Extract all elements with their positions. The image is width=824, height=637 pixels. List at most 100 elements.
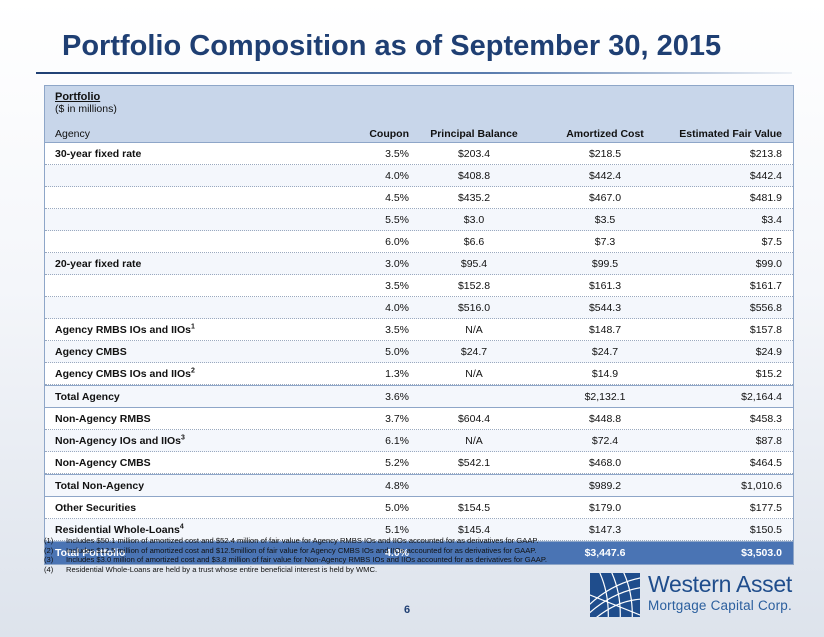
fair-value-cell: $24.9 bbox=[755, 346, 782, 358]
fair-value-cell: $481.9 bbox=[749, 192, 782, 204]
column-header-agency: Agency bbox=[55, 128, 91, 140]
amortized-cost-cell: $72.4 bbox=[591, 435, 619, 447]
page-title: Portfolio Composition as of September 30… bbox=[62, 30, 722, 62]
coupon-cell: 1.3% bbox=[385, 368, 409, 380]
principal-cell: $3.0 bbox=[463, 214, 485, 226]
fair-value-cell: $15.2 bbox=[755, 368, 782, 380]
row-label: Agency CMBS IOs and IIOs2 bbox=[55, 367, 195, 381]
column-header-amortized: Amortized Cost bbox=[566, 128, 644, 140]
footnote: (1) Includes $50.1 million of amortized c… bbox=[44, 536, 539, 545]
coupon-cell: 3.5% bbox=[385, 324, 409, 336]
table-row: Agency RMBS IOs and IIOs1 3.5% N/A $148.7 $1… bbox=[45, 319, 793, 341]
row-label: 20-year fixed rate bbox=[55, 258, 142, 270]
amortized-cost-cell: $448.8 bbox=[588, 413, 622, 425]
principal-cell: N/A bbox=[465, 324, 483, 336]
row-label: Agency RMBS IOs and IIOs1 bbox=[55, 323, 195, 337]
fair-value-cell: $177.5 bbox=[749, 502, 782, 514]
coupon-cell: 3.7% bbox=[385, 413, 409, 425]
amortized-cost-cell: $544.3 bbox=[588, 302, 622, 314]
principal-cell: $154.5 bbox=[457, 502, 491, 514]
principal-cell: $203.4 bbox=[457, 148, 491, 160]
table-row: Residential Whole-Loans4 5.1% $145.4 $147.3… bbox=[45, 519, 793, 541]
amortized-cost-cell: $14.9 bbox=[591, 368, 619, 380]
title-divider bbox=[36, 72, 792, 74]
principal-cell: N/A bbox=[465, 435, 483, 447]
fair-value-cell: $556.8 bbox=[749, 302, 782, 314]
table-row: 6.0% $6.6 $7.3 $7.5 bbox=[45, 231, 793, 253]
principal-cell: $24.7 bbox=[460, 346, 488, 358]
column-header-principal: Principal Balance bbox=[430, 128, 518, 140]
coupon-cell: 4.0% bbox=[385, 302, 409, 314]
footnote: (2) Includes $12.5 million of amortized c… bbox=[44, 545, 537, 555]
table-row: Total Non-Agency 4.8% $989.2 $1,010.6 bbox=[45, 474, 793, 497]
coupon-cell: 4.0% bbox=[385, 547, 409, 559]
principal-cell: N/A bbox=[465, 368, 483, 380]
amortized-cost-cell: $99.5 bbox=[591, 258, 619, 270]
row-label: Total Portfolio bbox=[55, 547, 126, 559]
fair-value-cell: $1,010.6 bbox=[741, 480, 782, 492]
coupon-cell: 3.6% bbox=[385, 391, 409, 403]
fair-value-cell: $2,164.4 bbox=[741, 391, 782, 403]
table-row: 30-year fixed rate 3.5% $203.4 $218.5 $213.8 bbox=[45, 143, 793, 165]
row-label: Other Securities bbox=[55, 502, 137, 514]
row-label: Non-Agency RMBS bbox=[55, 413, 151, 425]
fair-value-cell: $464.5 bbox=[749, 457, 782, 469]
principal-cell: $95.4 bbox=[460, 258, 488, 270]
table-row: Total Agency 3.6% $2,132.1 $2,164.4 bbox=[45, 385, 793, 408]
table-caption: Portfolio bbox=[55, 91, 101, 103]
coupon-cell: 5.0% bbox=[385, 502, 409, 514]
principal-cell: $604.4 bbox=[457, 413, 491, 425]
row-label: Total Agency bbox=[55, 391, 120, 403]
portfolio-table: Portfolio ($ in millions) Agency Coupon … bbox=[44, 85, 794, 565]
fair-value-cell: $458.3 bbox=[749, 413, 782, 425]
amortized-cost-cell: $218.5 bbox=[588, 148, 622, 160]
footnote: (4) Residential Whole-Loans are held by a… bbox=[44, 564, 378, 574]
coupon-cell: 4.8% bbox=[385, 480, 409, 492]
table-row: 4.0% $408.8 $442.4 $442.4 bbox=[45, 165, 793, 187]
table-row: 5.5% $3.0 $3.5 $3.4 bbox=[45, 209, 793, 231]
principal-cell: $6.6 bbox=[463, 236, 485, 248]
footnotes: (1) Includes $50.1 million of amortized c… bbox=[44, 536, 664, 574]
table-row: 4.0% $516.0 $544.3 $556.8 bbox=[45, 297, 793, 319]
row-label: 30-year fixed rate bbox=[55, 148, 142, 160]
principal-cell: $435.2 bbox=[457, 192, 491, 204]
footnote: (3) Includes $3.0 million of amortized co… bbox=[44, 555, 548, 564]
coupon-cell: 6.0% bbox=[385, 236, 409, 248]
column-header-fair-value: Estimated Fair Value bbox=[679, 128, 782, 140]
amortized-cost-cell: $467.0 bbox=[588, 192, 622, 204]
fair-value-cell: $213.8 bbox=[749, 148, 782, 160]
coupon-cell: 3.0% bbox=[385, 258, 409, 270]
coupon-cell: 5.0% bbox=[385, 346, 409, 358]
table-header: Portfolio ($ in millions) Agency Coupon … bbox=[45, 86, 793, 143]
coupon-cell: 4.0% bbox=[385, 170, 409, 182]
amortized-cost-cell: $24.7 bbox=[591, 346, 619, 358]
row-label: Residential Whole-Loans4 bbox=[55, 523, 184, 537]
coupon-cell: 3.5% bbox=[385, 280, 409, 292]
globe-grid-icon bbox=[590, 573, 640, 617]
amortized-cost-cell: $179.0 bbox=[588, 502, 622, 514]
fair-value-cell: $99.0 bbox=[755, 258, 782, 270]
page-number: 6 bbox=[404, 604, 411, 616]
row-label: Total Non-Agency bbox=[55, 480, 145, 492]
coupon-cell: 4.5% bbox=[385, 192, 409, 204]
coupon-cell: 3.5% bbox=[385, 148, 409, 160]
table-row: Agency CMBS IOs and IIOs2 1.3% N/A $14.9 $15… bbox=[45, 363, 793, 385]
logo-name: Western Asset bbox=[648, 571, 792, 597]
table-row: Agency CMBS 5.0% $24.7 $24.7 $24.9 bbox=[45, 341, 793, 363]
principal-cell: $542.1 bbox=[457, 457, 491, 469]
amortized-cost-cell: $468.0 bbox=[588, 457, 622, 469]
table-row: 4.5% $435.2 $467.0 $481.9 bbox=[45, 187, 793, 209]
fair-value-cell: $161.7 bbox=[749, 280, 782, 292]
footnote-marker: 3 bbox=[181, 434, 185, 442]
column-header-coupon: Coupon bbox=[369, 128, 409, 140]
company-logo: Western Asset Mortgage Capital Corp. bbox=[590, 571, 804, 617]
amortized-cost-cell: $7.3 bbox=[594, 236, 616, 248]
table-row: Non-Agency CMBS 5.2% $542.1 $468.0 $464.5 bbox=[45, 452, 793, 474]
amortized-cost-cell: $148.7 bbox=[588, 324, 622, 336]
coupon-cell: 5.2% bbox=[385, 457, 409, 469]
logo-subtitle: Mortgage Capital Corp. bbox=[648, 598, 792, 613]
row-label: Non-Agency CMBS bbox=[55, 457, 151, 469]
footnote-marker: 4 bbox=[179, 523, 184, 531]
amortized-cost-cell: $3,447.6 bbox=[584, 547, 626, 559]
fair-value-cell: $150.5 bbox=[749, 524, 782, 536]
